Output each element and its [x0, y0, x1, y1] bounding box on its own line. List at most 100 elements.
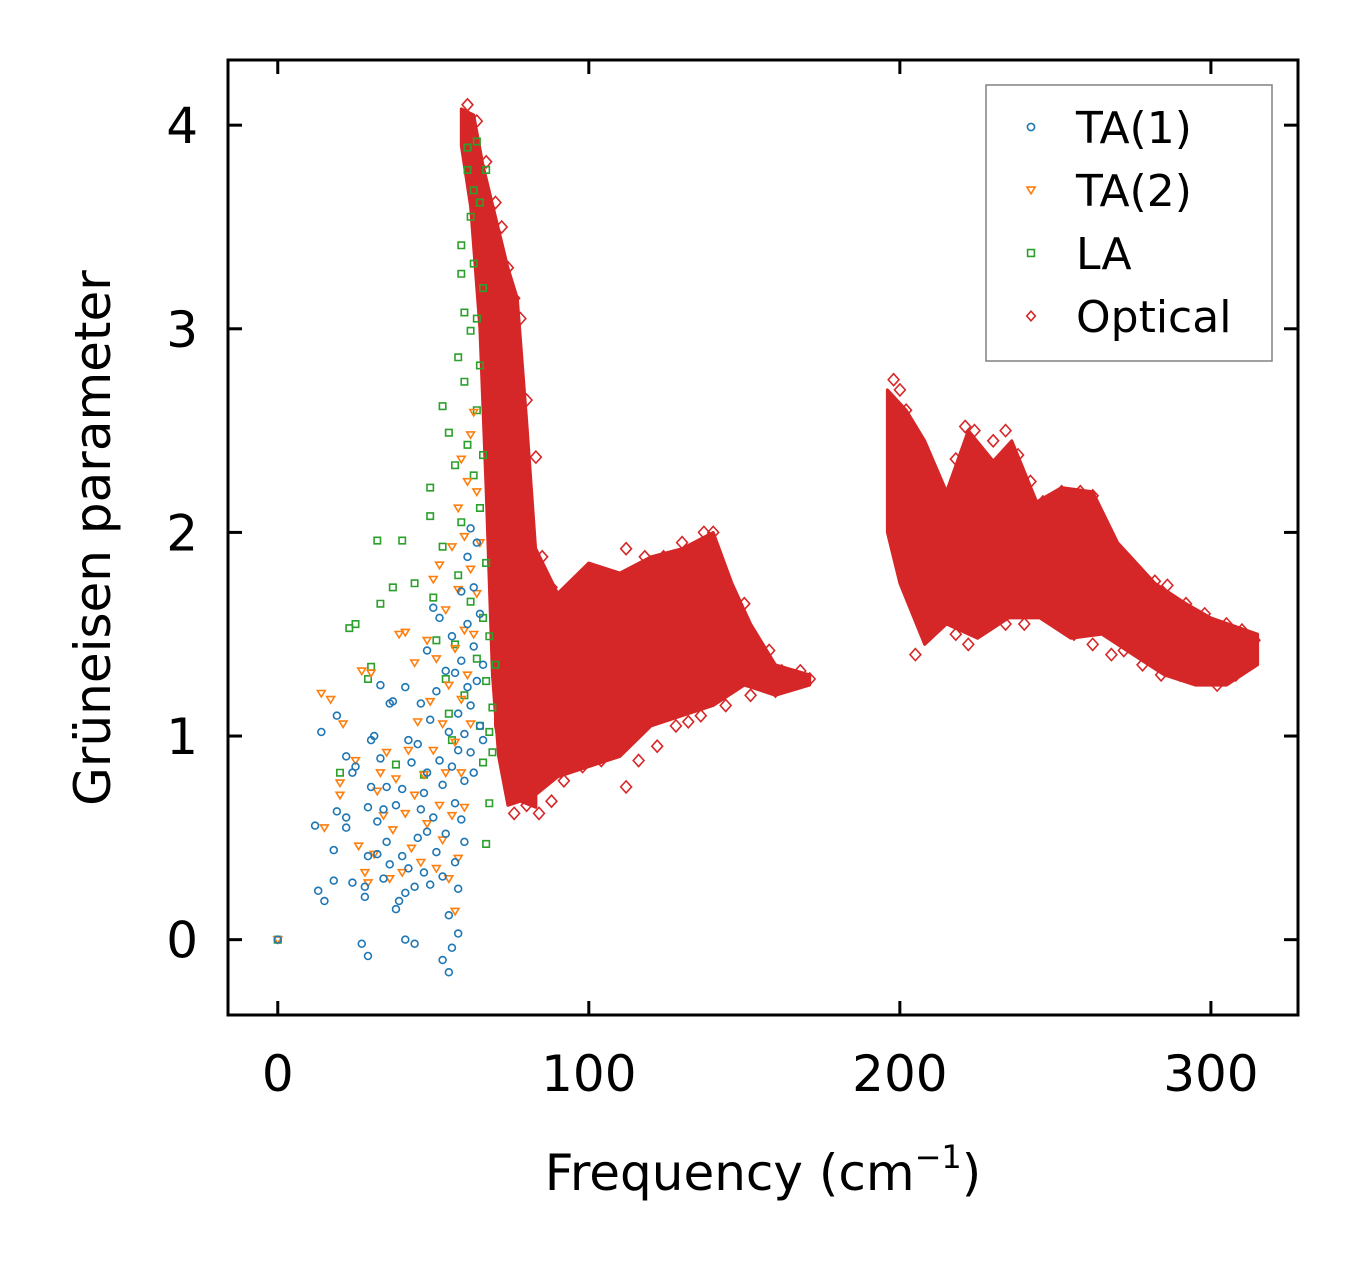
- data-point: [363, 951, 373, 961]
- data-point: [905, 423, 919, 438]
- data-point: [924, 464, 938, 479]
- data-point: [557, 773, 571, 788]
- data-point: [1011, 447, 1025, 463]
- legend-item: TA(2): [1025, 166, 1192, 217]
- data-point: [444, 910, 454, 920]
- data-point: [457, 815, 466, 824]
- data-point: [1117, 643, 1131, 658]
- data-point: [412, 718, 424, 728]
- data-point: [450, 461, 460, 470]
- data-point: [401, 682, 410, 692]
- data-point: [401, 935, 410, 944]
- data-point: [1073, 484, 1087, 499]
- y-axis-label: Grüneisen parameter: [64, 270, 122, 806]
- data-point: [315, 689, 327, 699]
- data-point: [488, 703, 497, 712]
- data-point: [463, 682, 472, 692]
- data-point: [416, 699, 426, 708]
- data-point: [382, 837, 391, 847]
- data-point: [425, 880, 435, 889]
- data-point: [719, 698, 733, 713]
- data-point: [469, 186, 478, 195]
- y-tick-label: 4: [166, 97, 198, 155]
- data-point: [454, 353, 463, 362]
- data-point: [441, 829, 450, 839]
- data-point: [444, 727, 454, 737]
- data-point: [472, 137, 481, 146]
- data-point: [453, 746, 463, 755]
- data-point: [887, 372, 901, 387]
- data-point: [501, 260, 515, 275]
- data-point: [1179, 596, 1193, 611]
- legend-marker: [1025, 186, 1037, 196]
- x-tick-label: 300: [1163, 1045, 1258, 1103]
- data-point: [447, 736, 457, 745]
- data-point: [375, 769, 386, 778]
- data-point: [535, 549, 549, 564]
- data-point: [893, 382, 907, 398]
- data-point: [762, 643, 776, 658]
- data-point: [391, 801, 401, 810]
- data-point: [472, 538, 482, 547]
- data-point: [376, 599, 385, 608]
- data-point: [472, 314, 481, 323]
- data-point: [912, 439, 925, 455]
- data-point: [444, 428, 453, 437]
- data-point: [367, 662, 376, 671]
- data-point: [356, 667, 368, 677]
- legend-label: Optical: [1076, 292, 1231, 343]
- data-point: [432, 636, 441, 645]
- data-point: [438, 542, 447, 551]
- data-point: [706, 525, 720, 540]
- data-point: [961, 637, 975, 652]
- data-point: [455, 695, 467, 705]
- data-point: [450, 640, 460, 649]
- x-axis-label-close: ): [962, 1144, 982, 1202]
- data-point: [431, 655, 442, 664]
- data-point: [1086, 488, 1100, 503]
- data-point: [424, 697, 436, 707]
- data-point: [341, 752, 351, 761]
- data-point: [449, 907, 461, 917]
- data-point: [1160, 578, 1174, 593]
- data-point: [440, 606, 452, 616]
- data-point: [452, 504, 464, 514]
- data-point: [475, 609, 485, 619]
- y-tick-label: 0: [166, 912, 198, 970]
- data-point: [469, 583, 478, 592]
- data-point: [438, 402, 447, 411]
- data-point: [455, 455, 467, 465]
- data-point: [465, 720, 476, 730]
- data-point: [466, 701, 475, 710]
- data-point: [457, 518, 466, 527]
- x-axis-label: Frequency (cm−1): [545, 1138, 982, 1202]
- data-point: [459, 532, 470, 542]
- data-point: [793, 663, 807, 679]
- data-point: [459, 626, 470, 636]
- data-point: [471, 589, 483, 599]
- data-point: [351, 762, 360, 771]
- data-point: [460, 377, 469, 386]
- data-point: [363, 803, 373, 812]
- data-point: [475, 198, 485, 207]
- data-point: [401, 888, 410, 898]
- data-point: [421, 636, 433, 646]
- data-point: [463, 165, 472, 174]
- data-point: [457, 656, 466, 665]
- data-point: [576, 759, 590, 774]
- data-point: [446, 811, 458, 821]
- legend-marker: [1026, 122, 1036, 132]
- data-point: [507, 291, 521, 306]
- data-point: [398, 536, 407, 545]
- data-point: [986, 433, 1000, 448]
- data-point: [334, 791, 346, 801]
- data-point: [613, 582, 627, 597]
- data-point: [379, 874, 388, 883]
- data-point: [460, 308, 469, 317]
- data-point: [425, 715, 435, 724]
- data-point: [415, 858, 427, 868]
- data-point: [744, 688, 758, 703]
- data-point: [443, 681, 455, 691]
- data-point: [460, 729, 469, 739]
- data-point: [469, 471, 478, 480]
